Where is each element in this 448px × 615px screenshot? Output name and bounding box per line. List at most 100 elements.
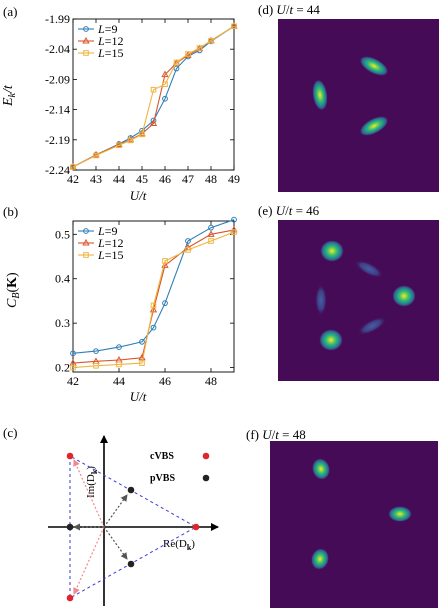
panel-d-peak (359, 115, 389, 137)
panel-b-point (208, 238, 214, 244)
panel-b-point (208, 224, 214, 231)
panel-a-legend-label: L=12 (97, 34, 123, 48)
panel-b-point (70, 364, 76, 371)
panel-b-point (116, 361, 122, 368)
panel-a-ytick-label: -2.19 (45, 133, 70, 147)
panel-c-label: (c) (3, 425, 17, 440)
legend-cvbs-label: cVBS (150, 451, 174, 462)
panel-b-point (93, 362, 99, 369)
panel-d-heatmap: (d) U/t = 44 (258, 2, 439, 192)
panel-a-point (139, 131, 145, 138)
panel-a-point (127, 137, 134, 144)
panel-b-point (162, 258, 168, 264)
panel-b-point (139, 338, 145, 345)
panel-b-point (150, 302, 157, 309)
panel-a-point (161, 70, 169, 78)
panel-a-point (70, 164, 76, 170)
panel-a-xlabel: U/t (130, 188, 147, 203)
panel-a-chart: (a) 42 43 44 45 46 47 48 49 -2.24 -2.19 -2.14 -2.09… (1, 4, 240, 203)
panel-b-xtick-label: 48 (205, 374, 217, 388)
legend-cvbs-marker (202, 452, 210, 460)
panel-d-background (278, 19, 439, 192)
pvbs-arrow-up (103, 494, 128, 528)
panel-a-point (138, 129, 146, 137)
panel-a-xtick-label: 43 (90, 172, 102, 186)
panel-a-ytick-label: -2.14 (45, 103, 70, 117)
cvbs-point (192, 523, 200, 531)
panel-a-point (150, 86, 157, 93)
panel-b-legend-marker (82, 238, 90, 246)
panel-b-point (70, 350, 76, 357)
im-axis-label: Im(Dk) (85, 466, 99, 498)
panel-a-xtick-label: 46 (159, 172, 171, 186)
panel-b-ytick-label: 0.4 (55, 272, 70, 286)
cvbs-point (66, 594, 74, 602)
panel-a-xtick-label: 48 (205, 172, 217, 186)
panel-b-point (149, 305, 158, 313)
cvbs-arrow-up (73, 459, 105, 528)
panel-e-title: (e) U/t = 46 (258, 203, 320, 218)
pvbs-point (66, 523, 74, 531)
panel-a-label: (a) (3, 4, 17, 19)
panel-a-point (162, 81, 168, 88)
panel-d-peak (312, 79, 328, 111)
panel-f-title: (f) U/t = 48 (246, 427, 306, 442)
panel-b-series-line (72, 229, 235, 364)
panel-d-title: (d) U/t = 44 (258, 2, 320, 17)
panel-b-point (150, 324, 157, 331)
panel-a-legend-marker (82, 36, 90, 44)
panel-b-frame (72, 220, 235, 373)
legend-pvbs-marker (202, 474, 210, 482)
panel-a-xtick-label: 44 (113, 172, 125, 186)
panel-b-plot-area: 42 44 46 48 0.2 0.3 0.4 0.5 L=9L=12L=15 (55, 216, 238, 388)
panel-c-diagram: (c) Im(Dk) Re(Dk) cVBS pVBS (3, 425, 219, 606)
panel-e-peak (392, 285, 416, 307)
panel-a-xtick-label: 47 (182, 172, 194, 186)
panel-e-heatmap: (e) U/t = 46 (258, 203, 439, 381)
panel-a-point (173, 65, 180, 72)
cvbs-point (66, 452, 74, 460)
panel-f-peak (388, 506, 412, 522)
panel-a-ytick-label: -1.99 (45, 12, 70, 26)
panel-b-legend-marker (83, 228, 89, 234)
panel-d-peak (359, 55, 389, 77)
panel-b-series-line (72, 219, 235, 354)
panel-a-point (208, 37, 214, 44)
panel-b-xlabel: U/t (130, 389, 147, 404)
panel-a-xtick-label: 42 (67, 172, 79, 186)
panel-f-peak (311, 458, 331, 480)
legend-pvbs-label: pVBS (150, 473, 175, 484)
pvbs-point (127, 560, 135, 568)
panel-f-heatmap: (f) U/t = 48 (246, 427, 438, 608)
panel-b-point (231, 216, 237, 223)
panel-a-ytick-label: -2.09 (45, 72, 70, 86)
panel-a-point (231, 23, 237, 30)
panel-b-ytick-label: 0.5 (55, 227, 70, 241)
panel-e-peak (319, 329, 343, 351)
panel-b-point (93, 348, 99, 355)
panel-a-ytick-label: -2.04 (45, 42, 70, 56)
panel-e-faint-peak (354, 259, 384, 279)
panel-b-point (185, 247, 191, 253)
panel-b-xtick-label: 44 (113, 374, 125, 388)
panel-a-point (149, 119, 158, 126)
panel-b-chart: (b) 42 44 46 48 0.2 0.3 0.4 0.5 L=9L=12L=15 CB(K… (3, 204, 238, 404)
panel-e-faint-peak (315, 284, 327, 316)
panel-b-label: (b) (3, 204, 18, 219)
panel-a-legend-marker (83, 50, 89, 56)
panel-b-xtick-label: 46 (159, 374, 171, 388)
pvbs-point (127, 486, 135, 494)
panel-a-point (162, 95, 168, 102)
panel-b-point (116, 344, 122, 351)
panel-e-faint-peak (357, 316, 387, 336)
panel-b-ytick-label: 0.3 (55, 316, 70, 330)
panel-b-ytick-label: 0.2 (55, 361, 70, 375)
panel-b-legend-label: L=15 (97, 248, 123, 262)
panel-a-frame (72, 18, 235, 171)
panel-b-point (231, 229, 237, 235)
panel-b-ylabel: CB(K) (5, 272, 22, 308)
panel-a-xtick-label: 49 (228, 172, 240, 186)
panel-b-point (139, 360, 145, 366)
panel-b-legend-label: L=12 (97, 236, 123, 250)
